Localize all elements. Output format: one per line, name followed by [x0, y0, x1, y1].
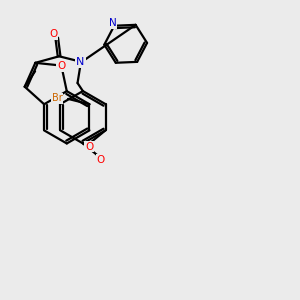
- Text: O: O: [96, 154, 105, 165]
- Text: O: O: [49, 29, 57, 39]
- Text: N: N: [76, 57, 85, 67]
- Text: O: O: [57, 61, 65, 71]
- Text: Br: Br: [52, 93, 63, 103]
- Text: O: O: [85, 142, 94, 152]
- Text: N: N: [109, 18, 117, 28]
